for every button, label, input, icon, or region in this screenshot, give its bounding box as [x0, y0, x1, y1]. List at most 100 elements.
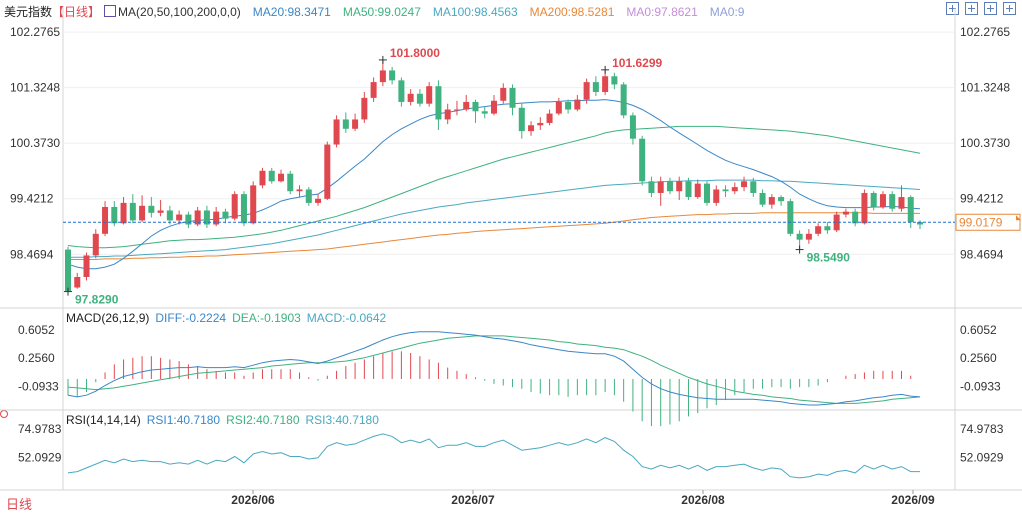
candle-body-76: [768, 197, 775, 205]
candle-body-82: [824, 226, 831, 231]
ma-params: MA(20,50,100,200,0,0): [118, 5, 241, 19]
ma-value-2: MA100:98.4563: [432, 5, 518, 19]
candle-body-59: [611, 76, 618, 85]
candle-body-75: [759, 192, 766, 205]
candle-body-45: [481, 111, 488, 114]
candle-body-22: [268, 170, 275, 182]
candle-body-89: [889, 194, 896, 209]
candle-body-29: [333, 119, 340, 145]
instrument-title: 美元指数: [4, 5, 53, 19]
price-tick-left-1: 101.3248: [10, 81, 60, 95]
candle-body-81: [815, 226, 822, 234]
candle-body-47: [500, 87, 507, 101]
candle-body-71: [722, 189, 729, 192]
candle-body-39: [426, 86, 433, 104]
candle-body-42: [453, 109, 460, 111]
price-tick-right-4: 98.4694: [960, 247, 1004, 261]
ma-value-4: MA0:97.8621: [626, 5, 698, 19]
last-price-tag: 99.0179: [959, 215, 1003, 229]
candle-body-60: [620, 84, 627, 116]
candle-body-70: [713, 189, 720, 203]
candle-body-16: [213, 211, 220, 225]
chart-toolbar: [946, 2, 1016, 15]
macd-header: MACD(26,12,9) DIFF:-0.2224 DEA:-0.1903 MACD…: [66, 311, 386, 325]
macd-tick-right-1: 0.2560: [960, 351, 997, 365]
ma50-line: [67, 125, 921, 249]
candle-body-50: [528, 125, 535, 132]
ma100-line: [68, 179, 921, 258]
candle-body-35: [389, 70, 396, 81]
last-price-arrow: [1016, 215, 1021, 221]
candle-body-88: [879, 194, 886, 207]
candle-body-58: [602, 76, 609, 93]
candle-body-53: [555, 101, 562, 114]
rsi-line: [67, 433, 920, 479]
time-label-3: 2026/09: [891, 493, 935, 507]
candle-body-14: [194, 210, 201, 225]
candle-body-1: [74, 276, 81, 288]
candle-body-69: [703, 183, 711, 203]
candle-body-38: [416, 93, 423, 104]
macd-dea-line: [67, 335, 921, 404]
candle-body-11: [166, 210, 173, 221]
settings-icon[interactable]: [984, 2, 997, 15]
candle-body-40: [435, 86, 442, 120]
candle-body-30: [342, 119, 349, 129]
candle-body-18: [231, 194, 238, 219]
period-tag[interactable]: 【日线】: [52, 5, 101, 19]
candle-body-32: [361, 97, 368, 120]
candle-body-3: [92, 233, 99, 256]
candle-body-78: [787, 201, 794, 234]
zoom-in-icon[interactable]: [946, 2, 959, 15]
candle-body-19: [240, 194, 247, 224]
period-button[interactable]: 日线: [6, 497, 33, 512]
rsi-tick-left-1: 52.0929: [18, 451, 62, 465]
time-label-2: 2026/08: [681, 493, 725, 507]
candle-body-17: [222, 211, 229, 219]
ma-value-3: MA200:98.5281: [529, 5, 615, 19]
ma-value-5: MA0:9: [709, 5, 745, 19]
candle-body-36: [398, 80, 405, 102]
ma-value-0: MA20:98.3471: [252, 5, 331, 19]
rsi-params: RSI(14,14,14): [66, 413, 141, 427]
rsi3-value: RSI3:40.7180: [305, 413, 379, 427]
candle-body-6: [120, 202, 127, 224]
ma-values: MA20:98.3471 MA50:99.0247 MA100:98.4563 MA2…: [247, 5, 751, 19]
ma-settings-icon[interactable]: [104, 5, 117, 17]
candle-body-77: [778, 197, 785, 202]
candle-body-63: [648, 181, 655, 193]
candle-body-84: [842, 211, 849, 215]
candle-body-66: [676, 181, 683, 192]
zoom-out-icon[interactable]: [965, 2, 978, 15]
macd-macd-value: MACD:-0.0642: [306, 311, 387, 325]
candle-body-80: [805, 233, 812, 240]
fullscreen-icon[interactable]: [1003, 2, 1016, 15]
macd-tick-left-0: 0.6052: [18, 323, 55, 337]
candle-body-65: [666, 181, 673, 192]
candle-body-20: [250, 185, 257, 224]
macd-tick-left-2: -0.0933: [18, 380, 59, 394]
annotation-low-2: 98.5490: [807, 251, 851, 265]
macd-diff-line: [67, 331, 921, 406]
candle-body-31: [352, 119, 359, 129]
candle-body-55: [574, 99, 581, 110]
candle-body-13: [185, 214, 192, 225]
candle-body-7: [129, 202, 136, 221]
candle-body-4: [102, 206, 109, 234]
candle-body-26: [305, 189, 312, 203]
price-tick-right-0: 102.2765: [960, 25, 1010, 39]
candle-body-79: [796, 233, 803, 240]
candle-body-12: [176, 214, 183, 221]
candle-body-87: [870, 192, 877, 207]
rsi-header: RSI(14,14,14) RSI1:40.7180 RSI2:40.7180 RSI…: [66, 413, 379, 427]
candle-body-86: [861, 192, 868, 224]
crosshair-target-icon[interactable]: [0, 410, 8, 418]
candle-body-52: [546, 113, 553, 123]
candle-body-73: [741, 181, 748, 188]
candle-body-62: [639, 138, 646, 182]
annotation-low-1: 97.8290: [75, 293, 119, 307]
candle-body-56: [583, 82, 590, 100]
price-tick-right-1: 101.3248: [960, 81, 1010, 95]
candle-body-67: [685, 181, 692, 198]
ma-value-1: MA50:99.0247: [342, 5, 421, 19]
